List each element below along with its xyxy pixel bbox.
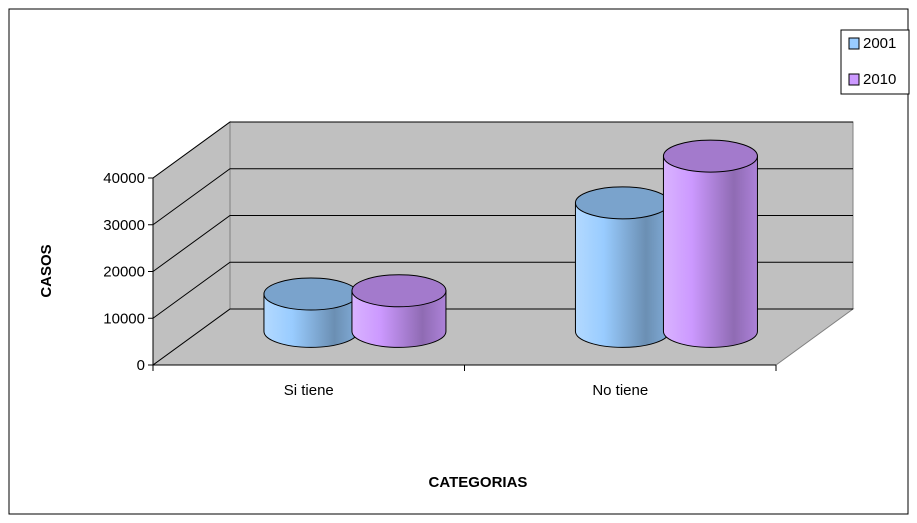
bar-2010-1 bbox=[662, 155, 758, 348]
bar-top-2010-0 bbox=[351, 274, 447, 308]
bar-2001-1 bbox=[574, 202, 670, 348]
y-tick-label: 0 bbox=[137, 357, 145, 374]
y-tick-label: 10000 bbox=[103, 310, 145, 327]
axes: 0 10000 20000 30000 40000 Si tiene No tiene bbox=[103, 170, 777, 399]
bar-top-2001-0 bbox=[263, 277, 359, 311]
y-axis-title: CASOS bbox=[38, 244, 55, 297]
y-tick-label: 20000 bbox=[103, 264, 145, 281]
x-axis-title: CATEGORIAS bbox=[429, 474, 528, 491]
legend-label-2010: 2010 bbox=[863, 71, 896, 88]
legend-swatch-2001 bbox=[848, 37, 860, 50]
legend-label-2001: 2001 bbox=[863, 35, 896, 52]
y-tick-label: 40000 bbox=[103, 170, 145, 187]
bars bbox=[263, 139, 758, 348]
legend: 2001 2010 bbox=[840, 29, 910, 95]
gridline bbox=[152, 121, 853, 179]
gridline bbox=[152, 168, 853, 226]
x-tick-label: Si tiene bbox=[284, 382, 334, 399]
legend-swatch-2010 bbox=[848, 73, 860, 86]
bar-top-2010-1 bbox=[662, 139, 758, 173]
bar-top-2001-1 bbox=[574, 186, 670, 220]
y-tick-label: 30000 bbox=[103, 217, 145, 234]
x-tick-label: No tiene bbox=[592, 382, 648, 399]
